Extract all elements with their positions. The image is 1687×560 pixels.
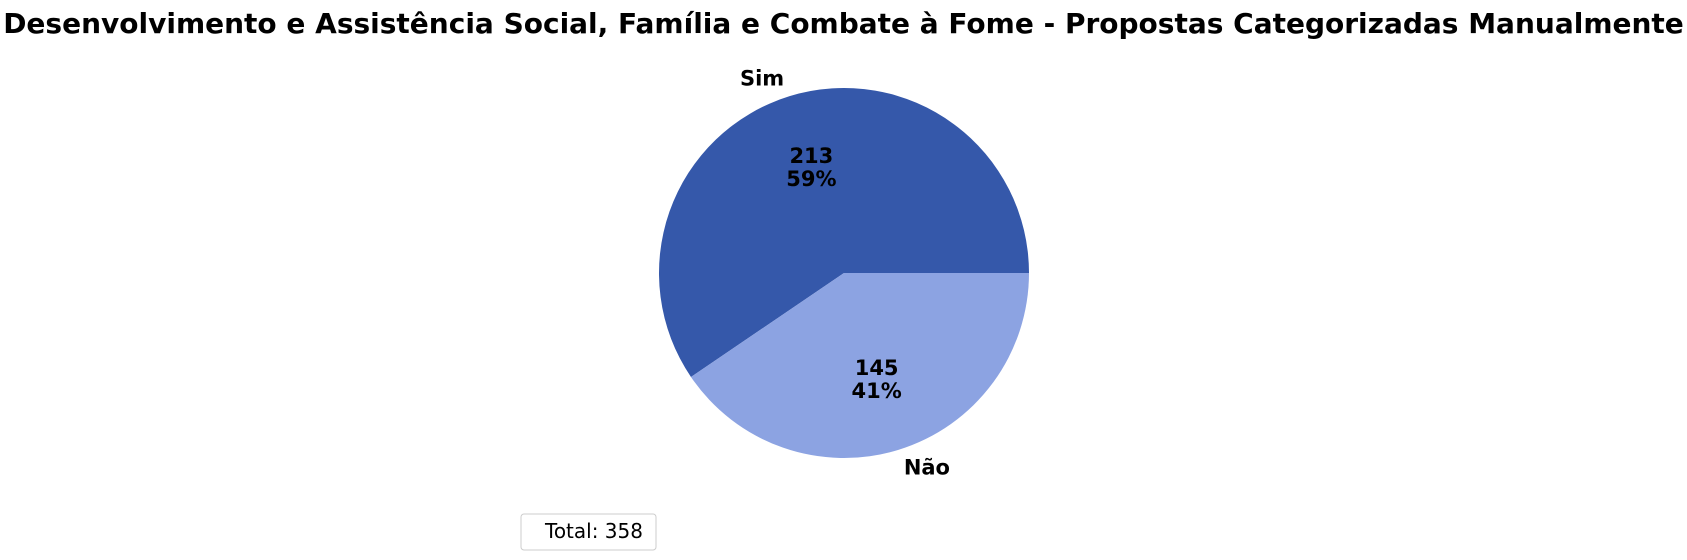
slice-percent-sim: 59% <box>786 167 836 191</box>
chart-title: Desenvolvimento e Assistência Social, Fa… <box>3 7 1684 40</box>
slice-label-sim: Sim <box>740 66 784 90</box>
pie-slices <box>659 87 1029 458</box>
slice-count-sim: 213 <box>789 144 833 168</box>
pie-slice-sim <box>659 87 1029 377</box>
legend: Total: 358 <box>520 513 657 551</box>
legend-text: Total: 358 <box>544 519 643 543</box>
pie-slice-não <box>690 273 1029 458</box>
slice-percent-não: 41% <box>851 379 901 403</box>
slice-label-não: Não <box>904 456 950 480</box>
slice-count-não: 145 <box>855 356 899 380</box>
legend-box <box>520 513 657 551</box>
